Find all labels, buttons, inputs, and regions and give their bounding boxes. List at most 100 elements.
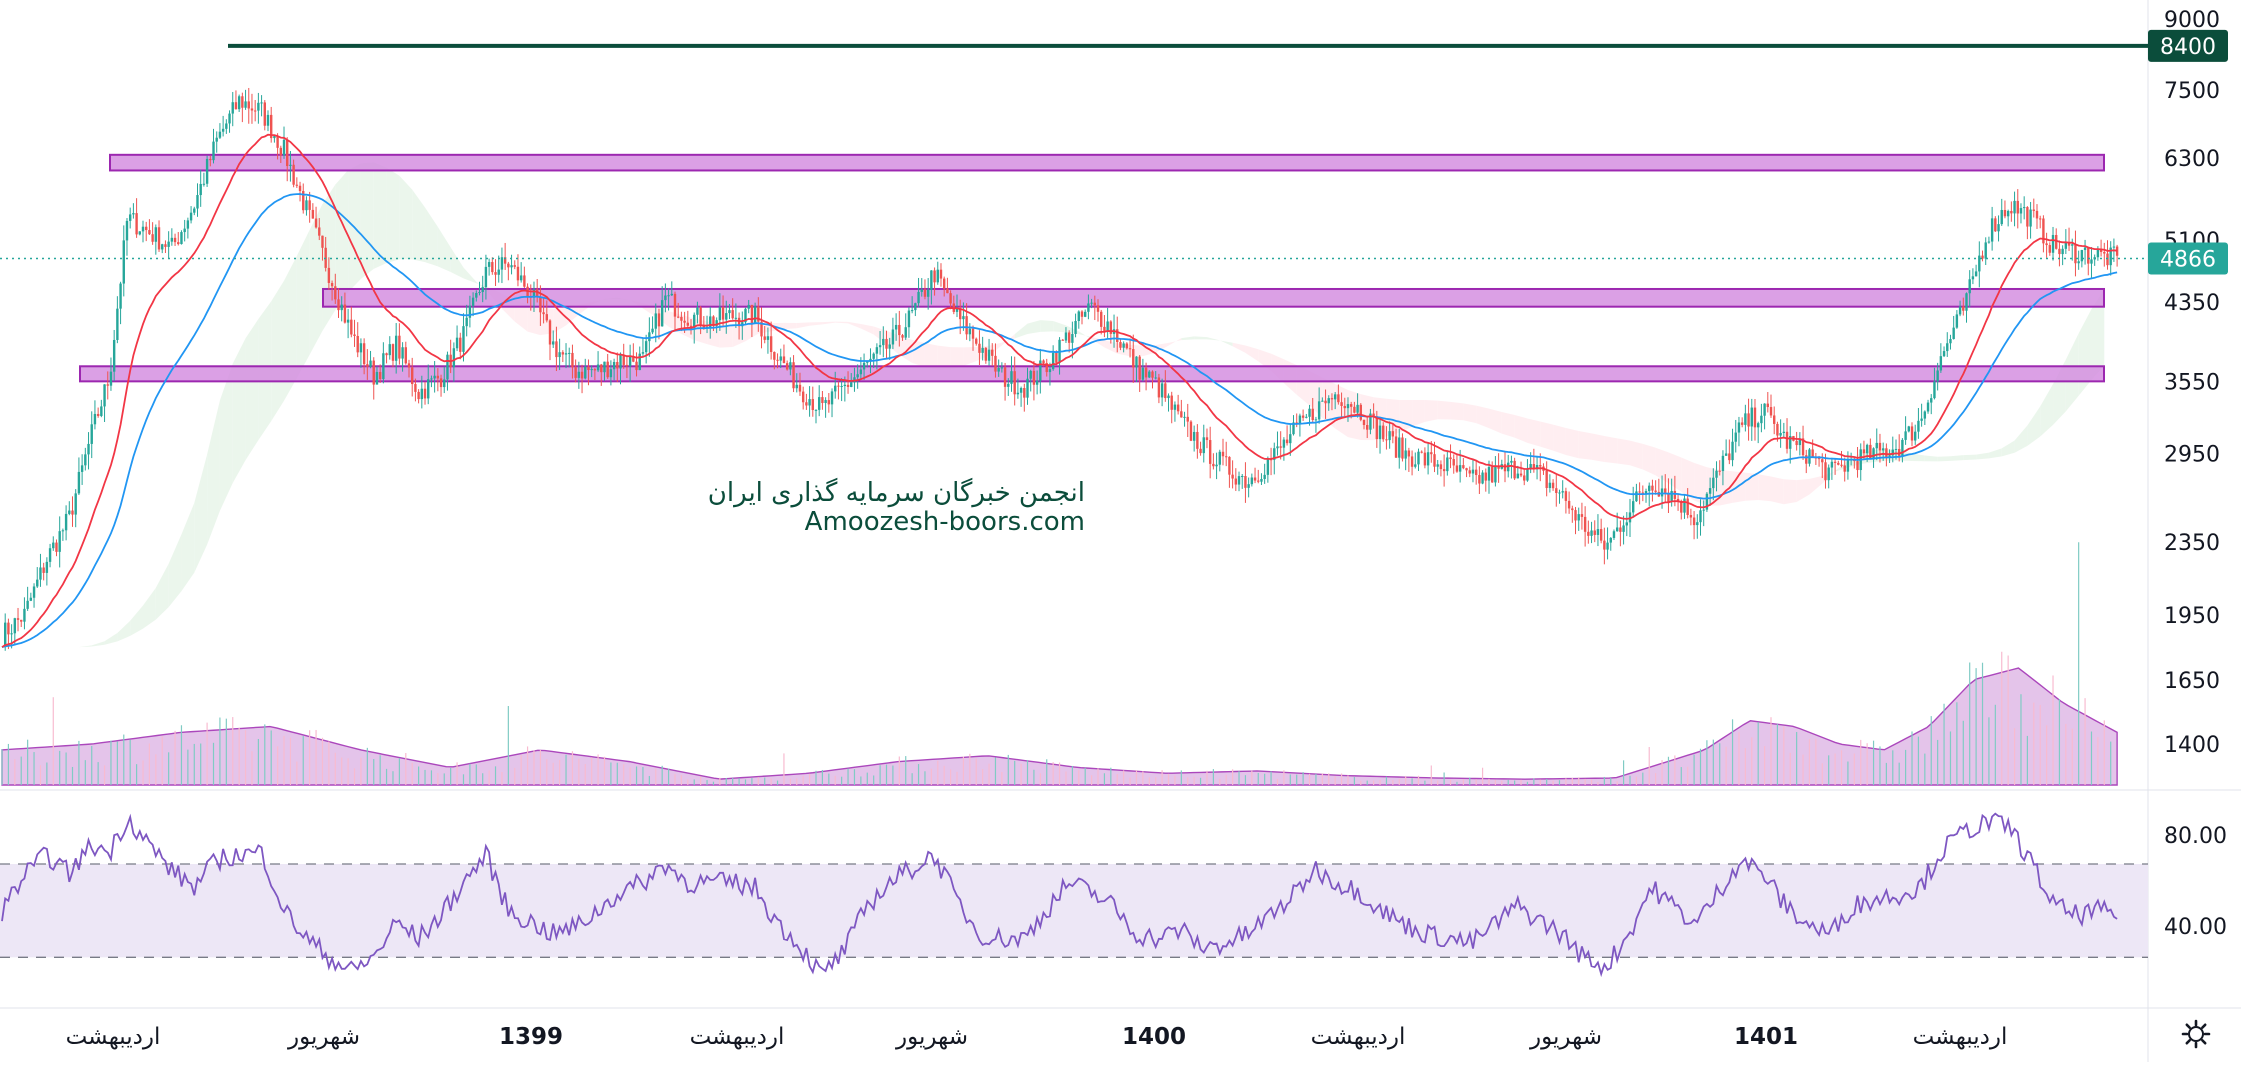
candle-body <box>1064 332 1068 341</box>
candle-body <box>894 324 898 330</box>
candle-body <box>1654 490 1657 492</box>
candle-body <box>173 237 177 243</box>
candle-body <box>1308 408 1311 417</box>
candle-body <box>1622 525 1625 532</box>
candle-body <box>32 586 36 598</box>
candle-body <box>1901 439 1904 456</box>
time-tick-label: 1401 <box>1734 1024 1798 1050</box>
zone-rect[interactable] <box>322 287 2105 308</box>
candle-body <box>1039 360 1042 381</box>
candle-body <box>510 265 513 268</box>
candle-body <box>753 306 757 325</box>
candle-body <box>1071 333 1074 343</box>
candle-body <box>1266 459 1270 475</box>
price-tick-label: 9000 <box>2164 8 2220 33</box>
cloud-segment <box>2078 309 2092 396</box>
candle-body <box>1119 342 1122 348</box>
candle-body <box>1865 444 1869 454</box>
candle-body <box>112 339 116 372</box>
candle-body <box>731 310 734 319</box>
candle-body <box>1132 349 1135 368</box>
cloud-segment <box>117 620 131 642</box>
candle-body <box>955 307 959 312</box>
candle-body <box>13 618 17 634</box>
candle-body <box>1353 406 1356 413</box>
candle-body <box>1667 492 1670 502</box>
candle-body <box>827 400 831 405</box>
cloud-segment <box>1796 478 1810 502</box>
candle-body <box>811 399 814 411</box>
candle-body <box>785 363 789 370</box>
candle-body <box>87 443 90 455</box>
candle-body <box>103 384 106 407</box>
candle-body <box>1000 367 1004 369</box>
cloud-segment <box>796 322 810 329</box>
candle-body <box>503 257 507 264</box>
candle-body <box>1670 490 1673 502</box>
candle-body <box>1731 441 1734 461</box>
candle-body <box>1773 415 1776 424</box>
candle-body <box>64 513 68 531</box>
cloud-segment <box>130 605 144 636</box>
candle-body <box>1048 369 1052 373</box>
candle-body <box>100 406 103 416</box>
cloud-segment <box>143 587 156 629</box>
candle-body <box>1026 378 1029 398</box>
candle-body <box>1478 475 1481 484</box>
candle-body <box>263 102 266 126</box>
cloud-segment <box>104 632 118 645</box>
candle-body <box>824 400 827 404</box>
candle-body <box>721 307 725 320</box>
candle-body <box>58 531 61 552</box>
cloud-segment <box>1488 408 1502 434</box>
candle-body <box>936 269 939 283</box>
candle-body <box>1244 476 1247 488</box>
watermark-line2: Amoozesh-boors.com <box>805 507 1085 537</box>
cloud-segment <box>373 162 387 269</box>
candle-body <box>417 391 420 400</box>
candle-body <box>462 326 465 352</box>
candle-body <box>1346 404 1350 409</box>
candle-body <box>1516 473 1520 479</box>
candle-body <box>253 110 257 112</box>
candle-body <box>446 354 449 380</box>
candle-body <box>901 335 904 338</box>
candle-body <box>1680 500 1683 513</box>
price-tick-label: 1400 <box>2164 733 2220 758</box>
candle-body <box>366 364 369 367</box>
candle-body <box>1894 448 1898 450</box>
candle-body <box>1388 431 1391 441</box>
price-tick-label: 4350 <box>2164 291 2220 316</box>
candle-body <box>715 320 718 326</box>
candle-body <box>1612 531 1616 538</box>
gear-icon-tooth <box>2201 1023 2207 1029</box>
candle-body <box>898 324 901 336</box>
cloud-segment <box>232 338 246 484</box>
candle-body <box>1321 400 1324 402</box>
gear-icon[interactable] <box>2181 1019 2211 1049</box>
candle-body <box>1990 218 1994 242</box>
cloud-segment <box>1501 412 1515 438</box>
candle-body <box>1196 431 1199 449</box>
candle-body <box>1282 439 1286 448</box>
candle-body <box>1510 460 1513 463</box>
candle-body <box>1446 457 1449 472</box>
candle-body <box>1744 413 1747 425</box>
candle-body <box>606 361 609 378</box>
candle-body <box>1042 360 1045 364</box>
candle-body <box>872 353 875 359</box>
candle-body <box>475 293 478 298</box>
candle-body <box>959 307 962 320</box>
candle-body <box>1083 311 1087 317</box>
candle-body <box>590 369 593 371</box>
zone-rect[interactable] <box>109 153 2105 172</box>
candle-body <box>1747 413 1750 427</box>
cloud-segment <box>1014 323 1028 339</box>
candle-body <box>455 337 459 349</box>
candle-body <box>779 356 782 361</box>
candle-body <box>1625 522 1628 526</box>
candle-body <box>834 385 837 392</box>
candle-body <box>539 296 542 313</box>
